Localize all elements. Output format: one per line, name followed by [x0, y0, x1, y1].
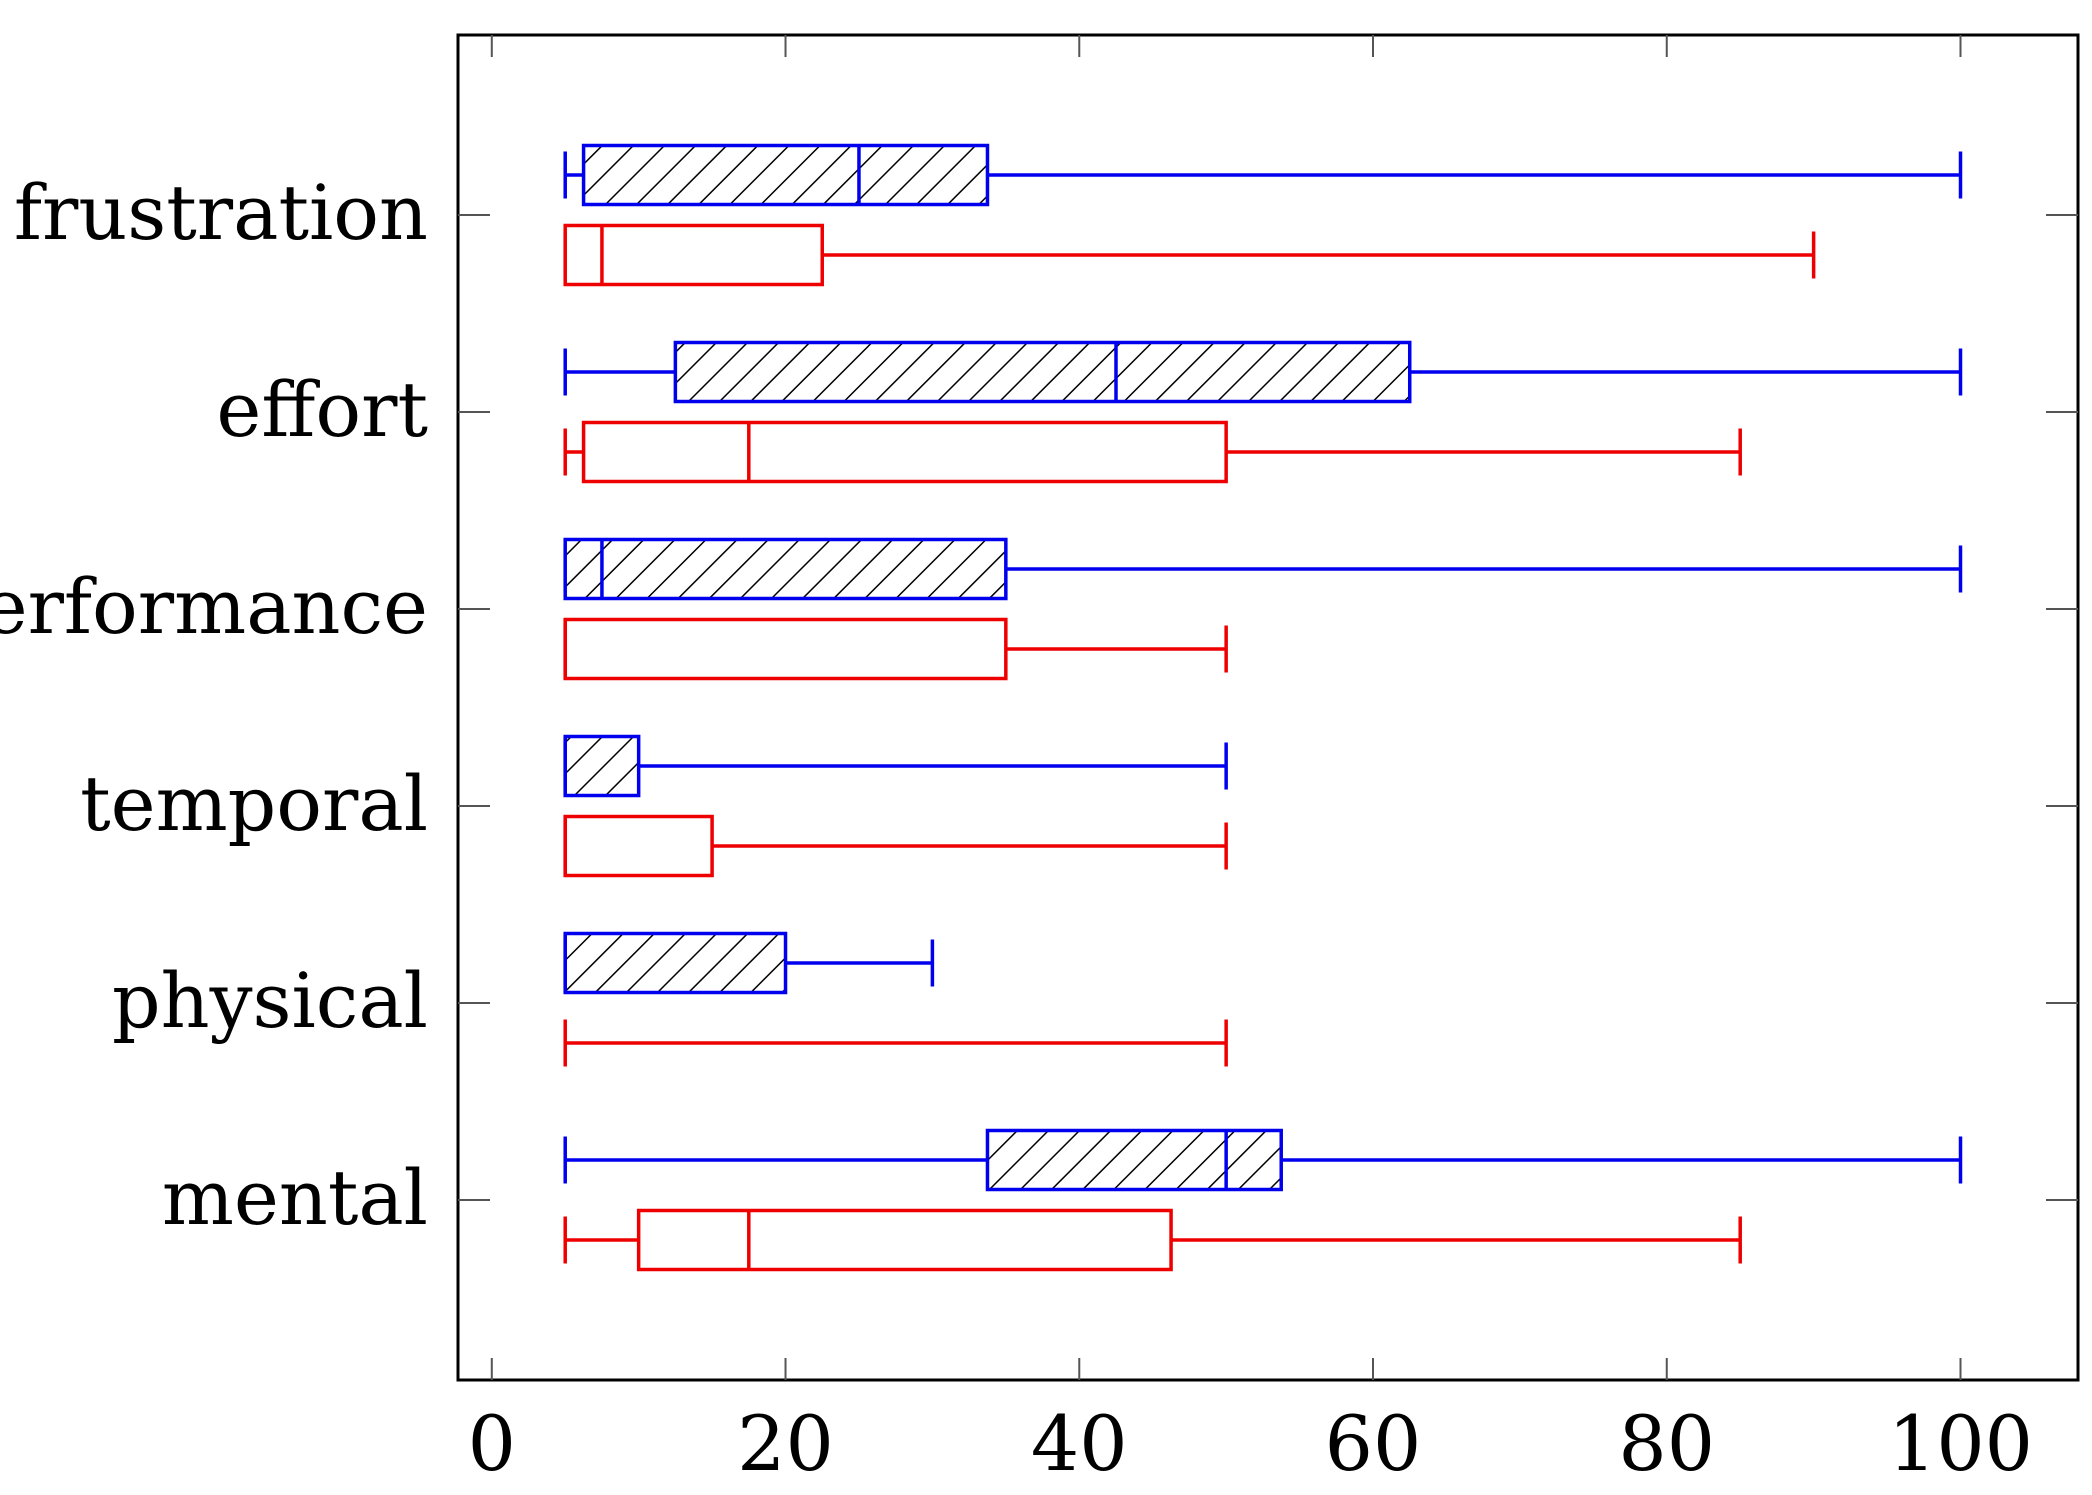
iqr-box [673, 340, 1412, 404]
x-tick-label: 100 [1888, 1399, 2033, 1488]
box-temporal-series-0 [563, 734, 1228, 798]
y-axis: frustration effort performance temporal phys… [0, 168, 2078, 1242]
iqr-box [563, 931, 788, 995]
y-tick-label: temporal [80, 759, 428, 848]
box-mental-series-0 [563, 1128, 1963, 1192]
y-tick-label: frustration [14, 168, 428, 257]
box-physical-series-0 [563, 931, 935, 995]
iqr-box [985, 1128, 1283, 1192]
iqr-box [581, 143, 990, 207]
box-performance-series-0 [563, 537, 1963, 601]
y-tick-label: physical [112, 956, 428, 1045]
x-tick-label: 40 [1031, 1399, 1128, 1488]
iqr-box [563, 223, 824, 287]
iqr-box [636, 1208, 1173, 1272]
box-frustration-series-1 [563, 223, 1816, 287]
boxplot-series [563, 143, 1963, 1272]
x-axis: 0 20 40 60 80 100 [468, 35, 2033, 1488]
box-physical-series-1 [563, 1019, 1228, 1067]
x-tick-label: 0 [468, 1399, 516, 1488]
box-performance-series-1 [563, 617, 1228, 681]
x-tick-label: 80 [1618, 1399, 1715, 1488]
box-frustration-series-0 [563, 143, 1963, 207]
iqr-box [563, 537, 1008, 601]
y-tick-label: mental [162, 1153, 428, 1242]
iqr-box [563, 814, 714, 878]
box-temporal-series-1 [563, 814, 1228, 878]
x-tick-label: 20 [737, 1399, 834, 1488]
iqr-box [563, 617, 1008, 681]
plot-area-frame [456, 33, 2080, 1382]
box-effort-series-0 [563, 340, 1963, 404]
box-effort-series-1 [563, 420, 1742, 484]
y-tick-label: performance [0, 562, 428, 651]
box-mental-series-1 [563, 1208, 1742, 1272]
iqr-box [563, 734, 641, 798]
y-tick-label: effort [216, 365, 428, 454]
x-tick-label: 60 [1325, 1399, 1422, 1488]
iqr-box [581, 420, 1228, 484]
